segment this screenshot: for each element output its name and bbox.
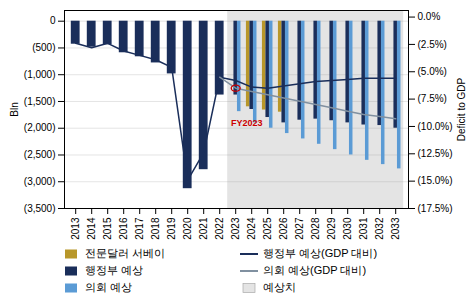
svg-text:2018: 2018 (150, 217, 161, 240)
svg-text:2023: 2023 (230, 217, 241, 240)
html-text:전문달러 서베이: 전문달러 서베이 (85, 247, 166, 259)
svg-text:2020: 2020 (182, 217, 193, 240)
svg-text:2032: 2032 (374, 217, 385, 240)
svg-text:(10.0%): (10.0%) (418, 121, 453, 132)
svg-text:(7.5%): (7.5%) (418, 93, 447, 104)
svg-text:FY2023: FY2023 (231, 118, 263, 128)
svg-text:(500): (500) (32, 42, 55, 53)
svg-text:(3,500): (3,500) (24, 203, 56, 214)
svg-text:(2,000): (2,000) (24, 122, 56, 133)
svg-text:(3,000): (3,000) (24, 176, 56, 187)
svg-text:2029: 2029 (326, 217, 337, 240)
svg-text:2031: 2031 (358, 217, 369, 240)
svg-text:(12.5%): (12.5%) (418, 148, 453, 159)
svg-text:2022: 2022 (214, 217, 225, 240)
svg-text:2024: 2024 (246, 217, 257, 240)
svg-text:Deficit to GDP: Deficit to GDP (456, 78, 467, 142)
svg-text:(2.5%): (2.5%) (418, 39, 447, 50)
svg-text:2033: 2033 (390, 217, 401, 240)
svg-text:(15.0%): (15.0%) (418, 175, 453, 186)
html-text:행정부 예상: 행정부 예상 (85, 264, 144, 276)
html-text:의회 예상: 의회 예상 (85, 281, 133, 293)
svg-text:0.0%: 0.0% (418, 11, 441, 22)
svg-text:2013: 2013 (70, 217, 81, 240)
svg-text:2025: 2025 (262, 217, 273, 240)
svg-text:2030: 2030 (342, 217, 353, 240)
svg-text:(1,000): (1,000) (24, 69, 56, 80)
svg-text:(5.0%): (5.0%) (418, 66, 447, 77)
svg-text:2015: 2015 (102, 217, 113, 240)
svg-text:(2,500): (2,500) (24, 149, 56, 160)
svg-text:(1,500): (1,500) (24, 96, 56, 107)
svg-text:2021: 2021 (198, 217, 209, 240)
svg-text:(17.5%): (17.5%) (418, 203, 453, 214)
svg-text:2026: 2026 (278, 217, 289, 240)
svg-text:2016: 2016 (118, 217, 129, 240)
html-text:행정부 예상(GDP 대비): 행정부 예상(GDP 대비) (263, 247, 378, 259)
svg-text:2019: 2019 (166, 217, 177, 240)
svg-text:2028: 2028 (310, 217, 321, 240)
svg-text:0: 0 (50, 15, 56, 26)
svg-text:2014: 2014 (86, 217, 97, 240)
svg-text:Bln: Bln (9, 102, 20, 116)
svg-text:2027: 2027 (294, 217, 305, 240)
html-text:예상치: 예상치 (263, 281, 296, 293)
svg-text:2017: 2017 (134, 217, 145, 240)
html-text:의회 예상(GDP 대비): 의회 예상(GDP 대비) (263, 264, 367, 276)
